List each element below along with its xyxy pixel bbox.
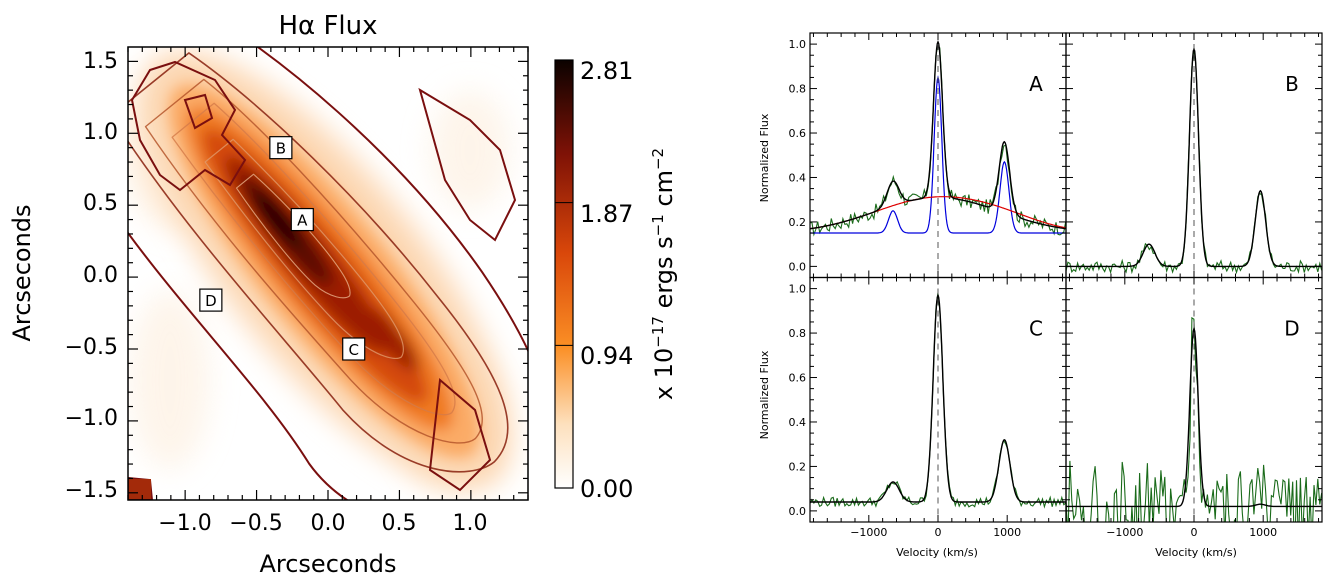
colorbar-tick: 1.87 [580, 200, 633, 228]
spectrum-xtick-label: −1000 [1106, 526, 1143, 539]
spectrum-plot-area [810, 33, 1066, 278]
map-ytick: 0.0 [83, 263, 118, 288]
spectrum-ytick-label: 0.8 [789, 83, 807, 96]
map-title: Hα Flux [279, 11, 378, 41]
map-ytick: −1.0 [65, 406, 118, 431]
spectrum-ytick-label: 0.8 [789, 327, 807, 340]
flux-map-panel: Hα Flux [8, 11, 678, 578]
marker-box-c [342, 337, 366, 361]
marker-label-c: C [348, 341, 358, 359]
spectra-xlabel-right: Velocity (km/s) [1155, 546, 1237, 559]
spectra-ylabel-top: Normalized Flux [758, 113, 771, 202]
map-ytick: 1.0 [83, 120, 118, 145]
spectrum-plot-area [1066, 277, 1322, 522]
spectra-xlabel-left: Velocity (km/s) [896, 546, 978, 559]
colorbar-tick: 2.81 [580, 57, 633, 85]
map-ticks [127, 47, 529, 500]
spectrum-ytick-label: 0.6 [789, 372, 807, 385]
spectrum-fit-line [810, 293, 1066, 503]
spectrum-ytick-label: 0.2 [789, 460, 807, 473]
spectrum-xtick-label: 0 [935, 526, 942, 539]
marker-box-b [269, 136, 293, 160]
spectrum-ytick-label: 0.2 [789, 216, 807, 229]
marker-box-a [290, 207, 314, 232]
spectrum-ytick-label: 1.0 [789, 283, 807, 296]
flux-heatmap [128, 47, 528, 500]
map-xtick: −0.5 [229, 511, 282, 536]
map-xticks: −1.0 −0.5 0.0 0.5 1.0 [158, 511, 487, 536]
spectrum-panel-label: B [1285, 72, 1299, 96]
marker-label-b: B [276, 140, 286, 158]
spectrum-data-line [1066, 316, 1322, 522]
spectra-grid: Normalized Flux Normalized Flux Velocity… [758, 32, 1323, 559]
colorbar-gradient [554, 59, 574, 489]
map-xtick: 0.0 [311, 511, 346, 536]
spectrum-panel-c: 0.0 0.2 0.4 0.6 0.8 1.0 −1000 0 1000 C [789, 276, 1067, 539]
marker-label-a: A [297, 212, 308, 230]
map-xtick: 0.5 [382, 511, 417, 536]
map-ytick: −1.5 [65, 478, 118, 503]
spectrum-plot-area [810, 277, 1066, 522]
spectra-ylabel-bottom: Normalized Flux [758, 350, 771, 439]
map-ytick: 1.5 [83, 49, 118, 74]
svg-text:x 10−17 ergs s−1 cm−2: x 10−17 ergs s−1 cm−2 [649, 148, 678, 400]
map-ylabel: Arcseconds [8, 204, 36, 341]
spectrum-fit-line [1066, 326, 1322, 508]
spectrum-panel-b: B [1065, 32, 1323, 279]
spectrum-xtick-label: 1000 [993, 526, 1021, 539]
colorbar-label: x 10−17 ergs s−1 cm−2 [649, 148, 678, 400]
colorbar: 2.81 1.87 0.94 0.00 x 10−17 ergs s−1 cm−… [554, 57, 678, 503]
spectrum-xtick-label: 0 [1191, 526, 1198, 539]
map-ytick: −0.5 [65, 335, 118, 360]
spectrum-data-line [810, 45, 1066, 237]
spectrum-panel-a: 0.0 0.2 0.4 0.6 0.8 1.0 A [789, 32, 1067, 279]
position-markers: B A C D [199, 136, 366, 361]
spectrum-fit-line [810, 39, 1066, 230]
map-ytick: 0.5 [83, 191, 118, 216]
map-yticks: 1.5 1.0 0.5 0.0 −0.5 −1.0 −1.5 [65, 49, 118, 503]
spectrum-panel-label: C [1029, 317, 1043, 341]
colorbar-tick: 0.00 [580, 475, 633, 503]
marker-label-d: D [205, 292, 217, 310]
spectrum-ytick-label: 0.0 [789, 260, 807, 273]
spectrum-panel-d: −1000 0 1000 D [1065, 276, 1323, 539]
spectrum-panel-label: D [1284, 317, 1299, 341]
colorbar-tick: 0.94 [580, 342, 633, 370]
map-xlabel: Arcseconds [259, 550, 396, 578]
spectrum-xtick-label: −1000 [850, 526, 887, 539]
spectrum-plot-area [1066, 33, 1322, 278]
spectrum-ytick-label: 0.6 [789, 127, 807, 140]
map-xtick: −1.0 [158, 511, 211, 536]
spectrum-ytick-label: 0.4 [789, 171, 807, 184]
spectrum-ytick-label: 1.0 [789, 38, 807, 51]
spectrum-ytick-label: 0.4 [789, 416, 807, 429]
marker-box-d [199, 288, 223, 312]
map-xtick: 1.0 [453, 511, 488, 536]
spectrum-panel-label: A [1029, 72, 1043, 96]
spectrum-ytick-label: 0.0 [789, 505, 807, 518]
spectrum-xtick-label: 1000 [1249, 526, 1277, 539]
